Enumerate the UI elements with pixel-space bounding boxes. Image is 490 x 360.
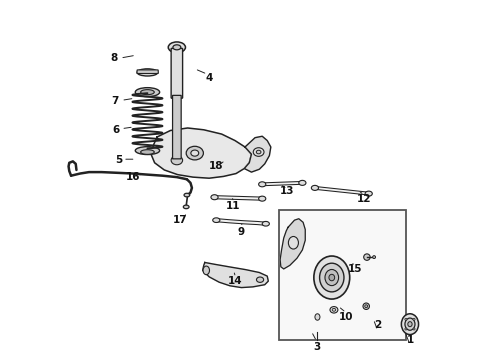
Text: 9: 9 bbox=[238, 227, 245, 237]
Ellipse shape bbox=[253, 148, 264, 156]
Ellipse shape bbox=[259, 182, 266, 187]
Text: 18: 18 bbox=[208, 161, 223, 171]
Ellipse shape bbox=[364, 254, 370, 260]
FancyBboxPatch shape bbox=[172, 95, 181, 159]
Ellipse shape bbox=[363, 303, 369, 310]
Ellipse shape bbox=[330, 307, 338, 313]
Ellipse shape bbox=[413, 318, 415, 320]
Ellipse shape bbox=[186, 146, 203, 160]
Ellipse shape bbox=[311, 185, 318, 190]
Ellipse shape bbox=[413, 328, 415, 330]
Ellipse shape bbox=[191, 150, 199, 156]
Text: 10: 10 bbox=[339, 312, 353, 322]
Ellipse shape bbox=[329, 274, 335, 281]
Text: 11: 11 bbox=[226, 201, 241, 211]
Ellipse shape bbox=[256, 277, 264, 282]
Text: 2: 2 bbox=[374, 320, 381, 330]
Text: 14: 14 bbox=[228, 276, 242, 286]
Text: 13: 13 bbox=[280, 186, 294, 197]
Polygon shape bbox=[245, 136, 271, 172]
FancyBboxPatch shape bbox=[171, 48, 183, 98]
Polygon shape bbox=[203, 262, 269, 288]
Ellipse shape bbox=[211, 195, 218, 200]
Ellipse shape bbox=[365, 191, 372, 196]
Ellipse shape bbox=[168, 42, 186, 53]
Ellipse shape bbox=[141, 90, 154, 95]
Bar bbox=[279, 211, 406, 339]
Ellipse shape bbox=[405, 328, 407, 330]
Ellipse shape bbox=[259, 196, 266, 201]
Text: 7: 7 bbox=[112, 96, 119, 106]
Ellipse shape bbox=[135, 147, 160, 154]
Ellipse shape bbox=[135, 87, 160, 96]
Text: 5: 5 bbox=[115, 155, 122, 165]
Text: 16: 16 bbox=[126, 172, 140, 182]
Ellipse shape bbox=[373, 256, 375, 258]
Ellipse shape bbox=[299, 180, 306, 185]
Text: 4: 4 bbox=[205, 73, 213, 83]
Ellipse shape bbox=[173, 45, 181, 50]
Polygon shape bbox=[151, 128, 251, 178]
Ellipse shape bbox=[171, 156, 183, 165]
Ellipse shape bbox=[319, 263, 344, 292]
Ellipse shape bbox=[401, 314, 418, 334]
Ellipse shape bbox=[325, 270, 339, 285]
Text: 6: 6 bbox=[112, 125, 120, 135]
Ellipse shape bbox=[314, 256, 350, 299]
Text: 1: 1 bbox=[406, 334, 414, 345]
Ellipse shape bbox=[262, 221, 270, 226]
Ellipse shape bbox=[203, 266, 210, 275]
Polygon shape bbox=[280, 219, 305, 269]
Ellipse shape bbox=[213, 218, 220, 222]
Ellipse shape bbox=[408, 321, 412, 327]
Ellipse shape bbox=[405, 318, 415, 330]
Ellipse shape bbox=[315, 314, 320, 320]
Text: 8: 8 bbox=[110, 53, 118, 63]
FancyBboxPatch shape bbox=[137, 70, 158, 73]
Ellipse shape bbox=[256, 150, 261, 154]
Ellipse shape bbox=[365, 305, 368, 308]
Ellipse shape bbox=[137, 69, 158, 76]
Text: 15: 15 bbox=[348, 264, 363, 274]
Ellipse shape bbox=[184, 193, 190, 197]
Ellipse shape bbox=[332, 309, 336, 311]
Ellipse shape bbox=[141, 150, 154, 154]
Ellipse shape bbox=[183, 205, 189, 209]
Text: 17: 17 bbox=[173, 215, 188, 225]
Text: 3: 3 bbox=[313, 342, 320, 352]
Ellipse shape bbox=[289, 237, 298, 249]
Text: 12: 12 bbox=[357, 194, 371, 204]
Ellipse shape bbox=[405, 318, 407, 320]
